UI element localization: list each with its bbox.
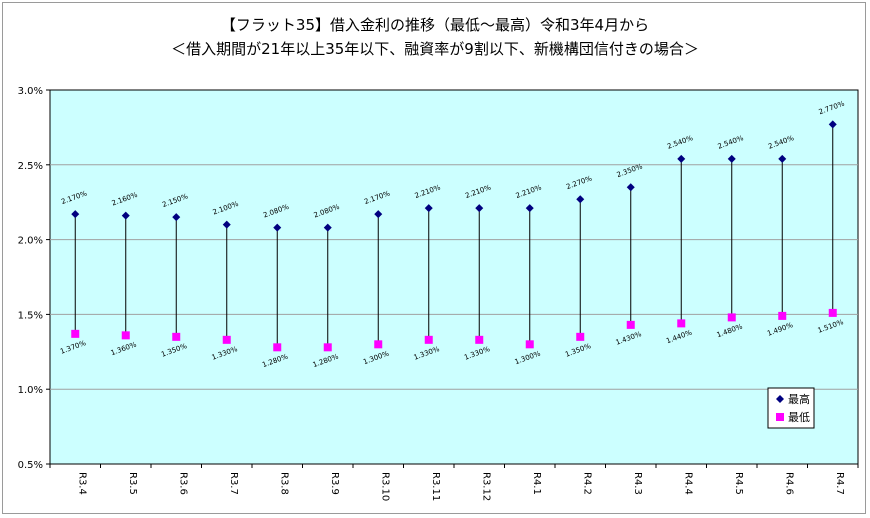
- legend-high-marker: [776, 395, 784, 403]
- x-tick-label: R4.1: [531, 472, 542, 495]
- y-tick-label: 0.5%: [18, 460, 43, 471]
- chart-subtitle: ＜借入期間が21年以上35年以下、融資率が9割以下、新機構団信付きの場合＞: [171, 40, 699, 58]
- low-marker: [222, 335, 231, 344]
- legend-box: [767, 387, 815, 429]
- x-tick-label: R4.6: [783, 472, 794, 495]
- low-marker: [778, 311, 787, 320]
- x-tick-label: R4.4: [682, 472, 693, 495]
- high-marker: [71, 210, 80, 219]
- low-marker: [475, 335, 484, 344]
- high-marker: [576, 195, 585, 204]
- x-tick-label: R3.9: [329, 472, 340, 495]
- high-marker: [424, 204, 433, 213]
- x-tick-label: R3.7: [228, 472, 239, 495]
- y-tick-label: 3.0%: [18, 86, 43, 97]
- high-marker: [323, 223, 332, 232]
- low-marker: [424, 335, 433, 344]
- low-marker: [727, 313, 736, 322]
- x-tick-label: R4.3: [632, 472, 643, 495]
- y-tick-label: 1.5%: [18, 310, 43, 321]
- low-marker: [525, 340, 534, 349]
- x-tick-label: R3.12: [480, 472, 491, 501]
- x-tick-label: R3.5: [127, 472, 138, 495]
- legend-low-marker: [776, 413, 784, 421]
- low-marker: [626, 320, 635, 329]
- low-marker: [273, 343, 282, 352]
- legend-high-label: 最高: [788, 392, 810, 406]
- legend-low-label: 最低: [788, 411, 810, 424]
- high-marker: [374, 210, 383, 219]
- low-marker: [71, 329, 80, 338]
- high-marker: [475, 204, 484, 213]
- y-tick-label: 1.0%: [18, 385, 43, 396]
- low-marker: [121, 331, 130, 340]
- x-tick-label: R3.8: [278, 472, 289, 495]
- x-tick-label: R3.11: [430, 472, 441, 501]
- high-marker: [121, 211, 130, 220]
- high-marker: [172, 213, 181, 222]
- high-marker: [222, 220, 231, 229]
- x-tick-label: R4.2: [581, 472, 592, 495]
- high-marker: [525, 204, 534, 213]
- high-marker: [727, 154, 736, 163]
- x-tick-label: R4.5: [733, 472, 744, 495]
- low-marker: [828, 308, 837, 317]
- y-tick-label: 2.0%: [18, 236, 43, 247]
- high-marker: [828, 120, 837, 129]
- chart-title: 【フラット35】借入金利の推移（最低～最高）令和3年4月から: [220, 16, 650, 34]
- high-marker: [778, 154, 787, 163]
- y-tick-label: 2.5%: [18, 161, 43, 172]
- high-marker: [677, 154, 686, 163]
- x-tick-label: R4.7: [834, 472, 845, 495]
- low-marker: [172, 332, 181, 341]
- low-marker: [576, 332, 585, 341]
- x-tick-label: R3.6: [177, 472, 188, 495]
- low-marker: [323, 343, 332, 352]
- x-tick-label: R3.4: [76, 472, 87, 495]
- high-marker: [626, 183, 635, 192]
- low-marker: [374, 340, 383, 349]
- plot-area: [49, 89, 859, 465]
- x-tick-label: R3.10: [379, 472, 390, 501]
- high-marker: [273, 223, 282, 232]
- low-marker: [677, 319, 686, 328]
